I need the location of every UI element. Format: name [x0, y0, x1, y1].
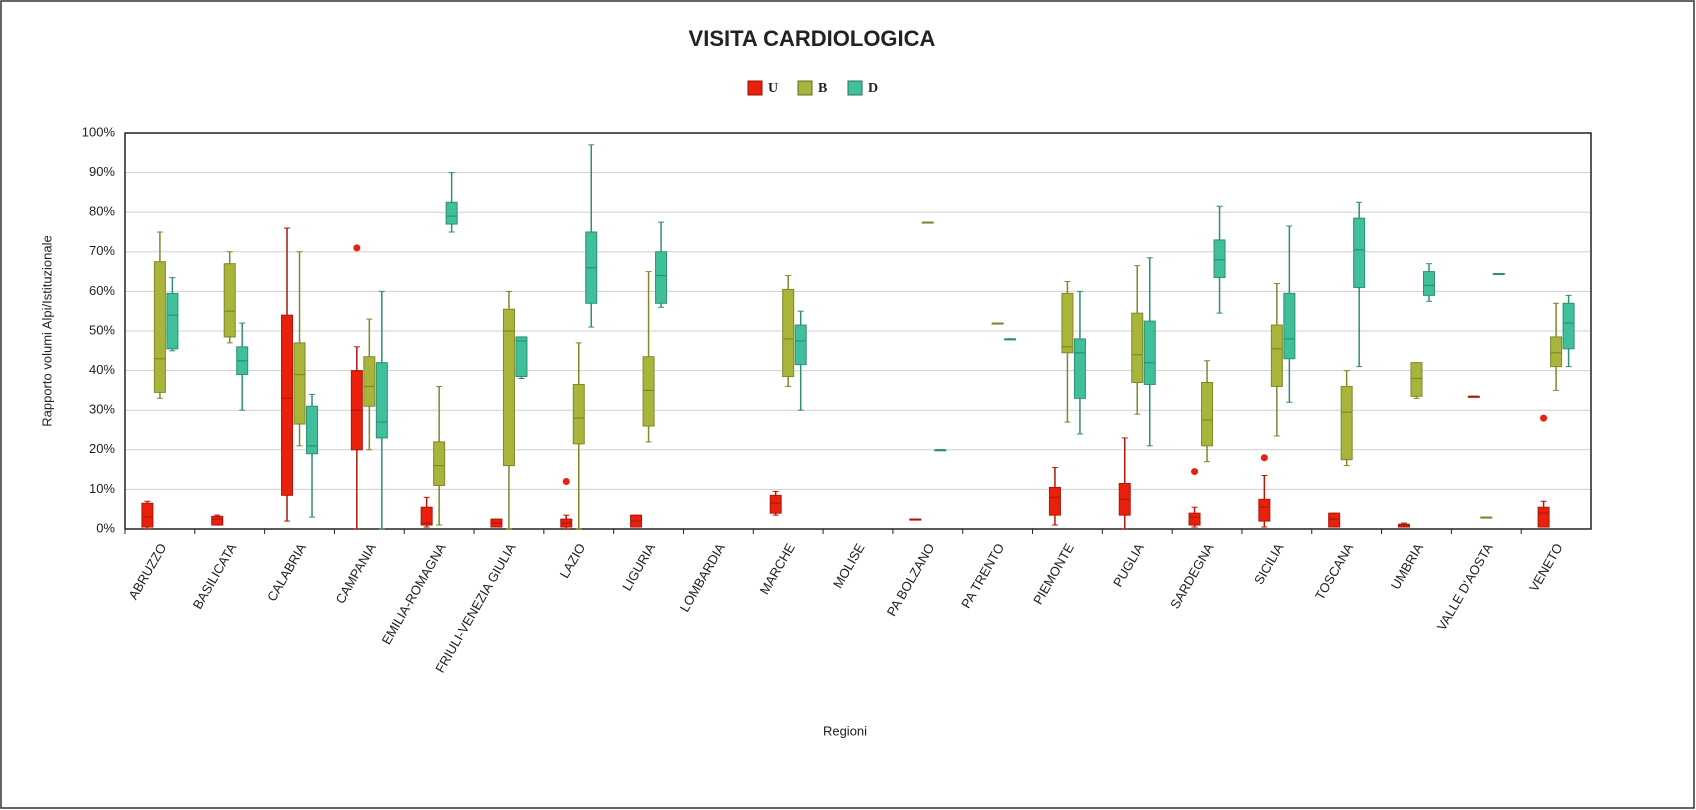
box — [502, 308, 515, 467]
box — [794, 324, 807, 366]
box — [166, 292, 179, 350]
box — [223, 263, 236, 338]
x-tick-label: LIGURIA — [619, 540, 658, 593]
outlier — [562, 477, 570, 485]
box — [1213, 239, 1226, 279]
x-tick-label: LOMBARDIA — [677, 540, 728, 614]
legend-swatch — [797, 80, 813, 96]
outlier — [1191, 468, 1199, 476]
x-tick-label: SARDEGNA — [1167, 540, 1217, 611]
box — [445, 201, 458, 225]
y-tick-label: 60% — [89, 283, 115, 298]
x-tick-label: FRIULI-VENEZIA GIULIA — [432, 540, 518, 675]
y-tick-label: 80% — [89, 204, 115, 219]
plot-area — [124, 132, 1592, 530]
box — [782, 288, 795, 378]
box — [1353, 217, 1366, 288]
x-tick-label: LAZIO — [557, 541, 589, 581]
box — [141, 502, 154, 528]
legend-swatch — [847, 80, 863, 96]
outlier — [1540, 414, 1548, 422]
x-tick-label: TOSCANA — [1312, 540, 1356, 602]
legend-label: U — [768, 81, 778, 96]
box — [1562, 302, 1575, 350]
box — [1188, 512, 1201, 526]
y-tick-label: 20% — [89, 441, 115, 456]
box — [1537, 506, 1550, 528]
x-tick-label: VALLE D'AOSTA — [1434, 540, 1496, 633]
box — [1550, 336, 1563, 368]
x-tick-label: VENETO — [1526, 541, 1566, 595]
box — [769, 494, 782, 514]
y-axis-label: Rapporto volumi Alpi/Istituzionale — [39, 235, 54, 427]
box — [1048, 486, 1061, 516]
legend-swatch — [747, 80, 763, 96]
x-tick-label: BASILICATA — [190, 540, 240, 611]
chart-title: VISITA CARDIOLOGICA — [689, 26, 936, 51]
box — [375, 362, 388, 439]
y-tick-label: 30% — [89, 402, 115, 417]
box — [306, 405, 319, 455]
legend-label: B — [818, 81, 827, 96]
x-tick-label: MOLISE — [830, 540, 868, 590]
box — [1270, 324, 1283, 387]
y-tick-label: 70% — [89, 243, 115, 258]
box — [1328, 512, 1341, 528]
legend-label: D — [868, 81, 878, 96]
box — [1410, 362, 1423, 397]
box — [281, 314, 294, 496]
y-tick-label: 90% — [89, 164, 115, 179]
box — [1131, 312, 1144, 383]
x-axis-label: Regioni — [823, 723, 867, 738]
x-tick-label: PA BOLZANO — [884, 541, 938, 619]
box — [211, 515, 224, 526]
y-tick-label: 50% — [89, 322, 115, 337]
box — [642, 356, 655, 427]
box — [515, 336, 528, 378]
outlier — [353, 244, 361, 252]
x-tick-label: UMBRIA — [1388, 540, 1426, 592]
x-tick-label: SICILIA — [1251, 540, 1287, 587]
y-tick-label: 10% — [89, 481, 115, 496]
box — [1283, 292, 1296, 360]
box — [655, 251, 668, 304]
y-tick-label: 0% — [96, 520, 115, 535]
box — [1422, 271, 1435, 296]
box — [572, 383, 585, 445]
box — [1340, 385, 1353, 461]
y-tick-label: 40% — [89, 362, 115, 377]
x-tick-label: PUGLIA — [1110, 540, 1147, 589]
x-tick-label: MARCHE — [757, 540, 798, 597]
box — [1258, 498, 1271, 522]
box — [433, 441, 446, 486]
x-tick-label: EMILIA-ROMAGNA — [379, 540, 449, 647]
box — [153, 261, 166, 393]
box — [1201, 381, 1214, 447]
box — [293, 342, 306, 425]
box — [1061, 292, 1074, 354]
x-tick-label: CALABRIA — [264, 540, 309, 603]
box — [363, 356, 376, 407]
y-tick-label: 100% — [82, 124, 116, 139]
box — [420, 506, 433, 526]
box — [1143, 320, 1156, 385]
outlier — [1260, 454, 1268, 462]
x-tick-label: ABRUZZO — [125, 541, 169, 602]
box — [1073, 338, 1086, 399]
x-tick-label: CAMPANIA — [332, 540, 379, 606]
x-tick-label: PIEMONTE — [1030, 540, 1077, 607]
x-tick-label: PA TRENTO — [958, 541, 1007, 611]
